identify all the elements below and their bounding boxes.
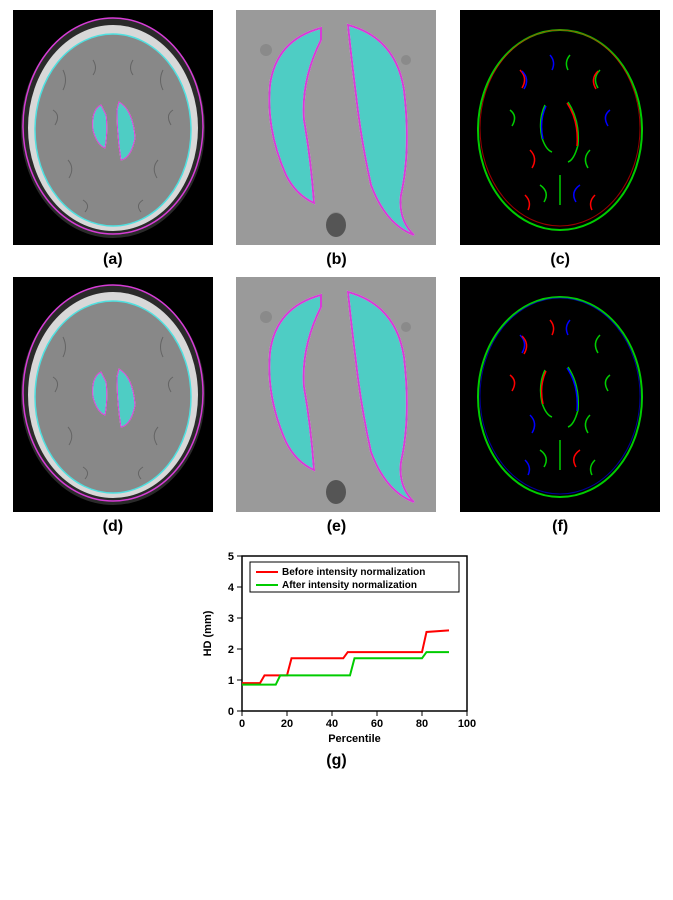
panel-c-label: (c) xyxy=(550,251,570,269)
svg-text:0: 0 xyxy=(227,706,233,718)
panel-b: (b) xyxy=(234,10,440,269)
svg-text:40: 40 xyxy=(325,718,337,730)
panel-c-image xyxy=(460,10,660,245)
svg-text:Percentile: Percentile xyxy=(328,733,381,745)
panel-d-image xyxy=(13,277,213,512)
panel-e-image xyxy=(236,277,436,512)
panel-e: (e) xyxy=(234,277,440,536)
panel-a: (a) xyxy=(10,10,216,269)
panel-f-label: (f) xyxy=(552,518,568,536)
panel-d: (d) xyxy=(10,277,216,536)
svg-text:60: 60 xyxy=(370,718,382,730)
chart-g: 0 20 40 60 80 100 0 1 2 3 4 5 Percentile HD (mm) Befor… xyxy=(197,546,477,746)
svg-text:4: 4 xyxy=(227,582,234,594)
svg-text:1: 1 xyxy=(227,675,233,687)
panel-b-image xyxy=(236,10,436,245)
panel-f: (f) xyxy=(457,277,663,536)
svg-text:After intensity normalization: After intensity normalization xyxy=(282,580,417,591)
chart-row: 0 20 40 60 80 100 0 1 2 3 4 5 Percentile HD (mm) Befor… xyxy=(10,546,663,770)
svg-text:80: 80 xyxy=(415,718,427,730)
svg-text:3: 3 xyxy=(227,613,233,625)
panel-g: 0 20 40 60 80 100 0 1 2 3 4 5 Percentile HD (mm) Befor… xyxy=(197,546,477,770)
svg-text:2: 2 xyxy=(227,644,233,656)
figure-grid: (a) (b) xyxy=(10,10,663,536)
panel-a-label: (a) xyxy=(103,251,123,269)
svg-text:Before intensity normalization: Before intensity normalization xyxy=(282,567,425,578)
panel-b-label: (b) xyxy=(326,251,346,269)
panel-e-label: (e) xyxy=(327,518,347,536)
panel-c: (c) xyxy=(457,10,663,269)
panel-f-image xyxy=(460,277,660,512)
svg-text:0: 0 xyxy=(238,718,244,730)
svg-text:20: 20 xyxy=(280,718,292,730)
panel-d-label: (d) xyxy=(103,518,123,536)
svg-text:5: 5 xyxy=(227,551,233,563)
panel-g-label: (g) xyxy=(326,752,346,770)
panel-a-image xyxy=(13,10,213,245)
svg-text:HD (mm): HD (mm) xyxy=(202,610,214,656)
svg-text:100: 100 xyxy=(457,718,475,730)
